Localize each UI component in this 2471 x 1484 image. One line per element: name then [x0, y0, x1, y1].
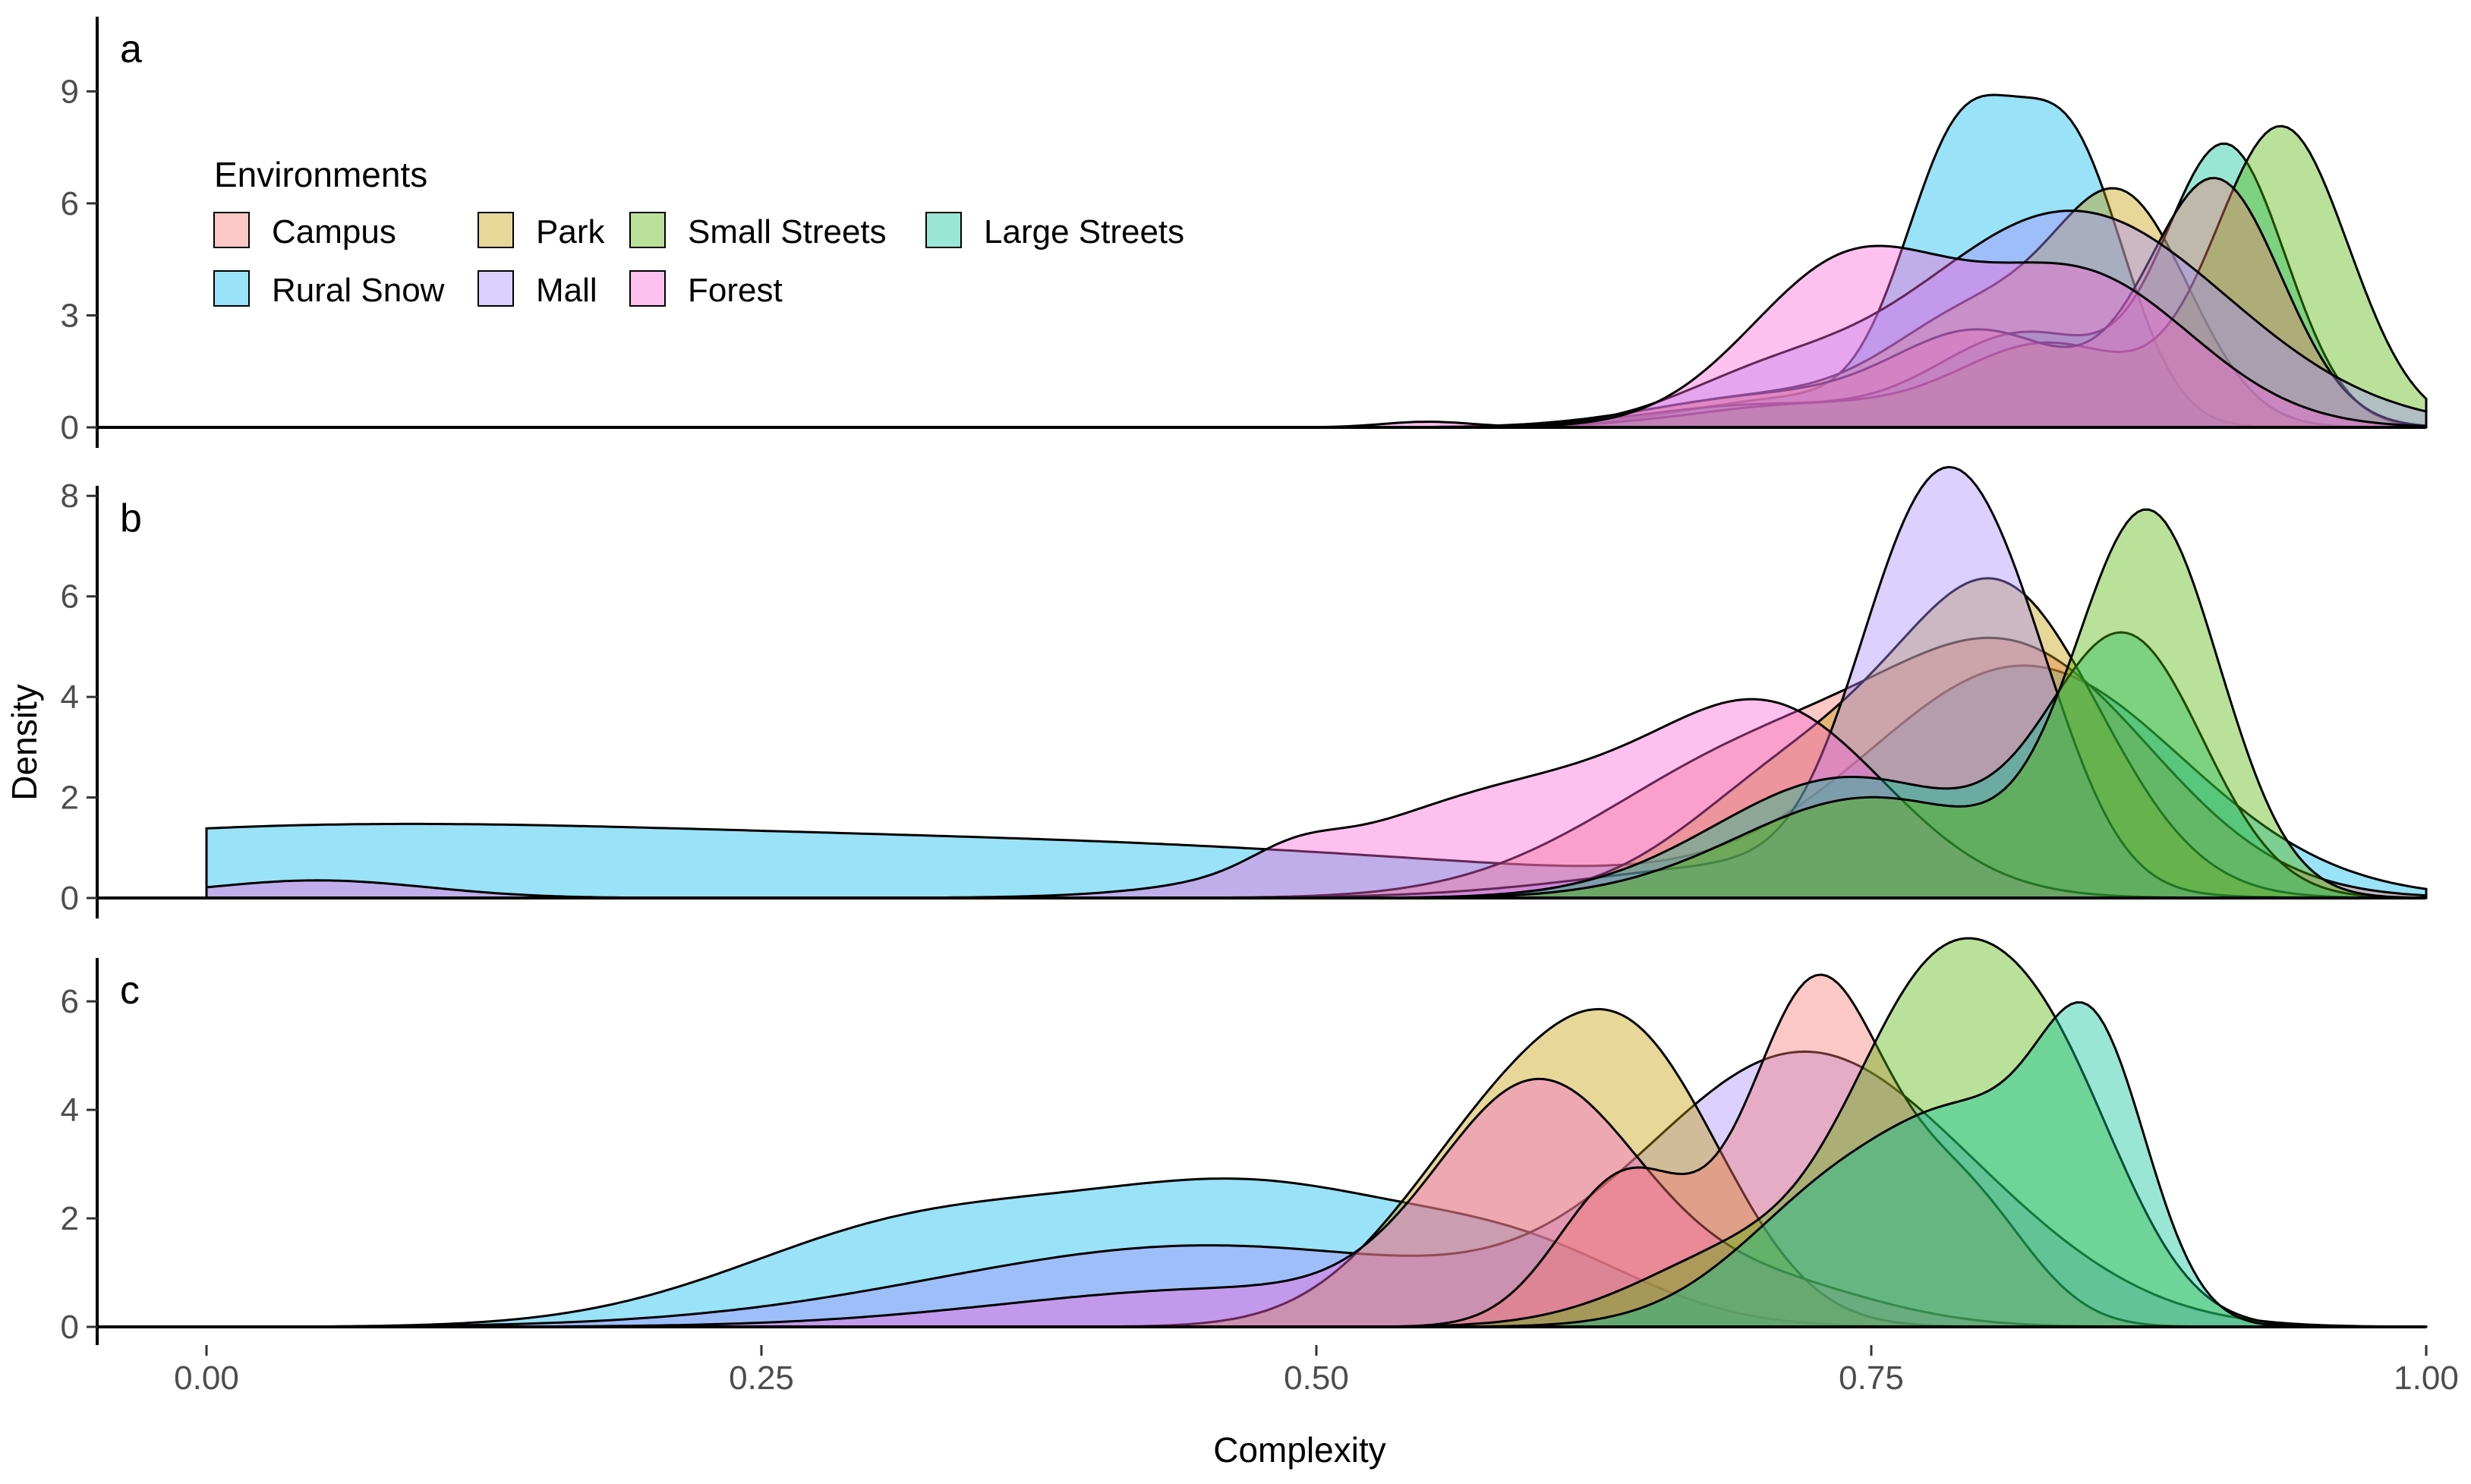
- panel-c-density-areas: [205, 937, 2428, 1328]
- legend-item-rural-snow: Rural Snow: [213, 270, 445, 309]
- legend-title: Environments: [214, 155, 427, 194]
- legend-swatch-rural-snow: [213, 270, 250, 307]
- y-tick-label-b-0: 0: [61, 880, 79, 917]
- y-axis-title: Density: [5, 684, 44, 800]
- legend-swatch-small-streets: [629, 212, 666, 248]
- x-tick-label-4: 1.00: [2394, 1360, 2459, 1397]
- y-tick-label-b-6: 6: [61, 578, 79, 616]
- legend-label-forest: Forest: [688, 272, 783, 309]
- y-tick-label-a-9: 9: [61, 73, 79, 110]
- legend-label-campus: Campus: [272, 213, 396, 250]
- y-tick-label-c-4: 4: [61, 1092, 79, 1129]
- panel-b: 0 2 4 6 8 b: [61, 465, 2428, 918]
- y-tick-label-a-0: 0: [61, 409, 79, 446]
- y-tick-label-b-4: 4: [61, 679, 79, 716]
- legend-swatch-campus: [213, 212, 250, 248]
- y-tick-label-a-3: 3: [61, 297, 79, 334]
- x-tick-3: 0.75: [1839, 1345, 1904, 1397]
- legend-item-park: Park: [477, 212, 605, 250]
- x-tick-1: 0.25: [729, 1345, 794, 1397]
- legend-label-park: Park: [536, 213, 605, 250]
- panel-c-label: c: [120, 969, 140, 1013]
- x-axis-ticks: 0.00 0.25 0.50 0.75 1.00: [174, 1345, 2459, 1397]
- legend-item-campus: Campus: [213, 212, 396, 250]
- x-tick-label-1: 0.25: [729, 1360, 794, 1397]
- x-tick-2: 0.50: [1284, 1345, 1349, 1397]
- y-tick-label-a-6: 6: [61, 185, 79, 222]
- y-tick-label-b-8: 8: [61, 477, 79, 515]
- panel-a: 0 3 6 9 a: [61, 17, 2428, 448]
- y-tick-label-c-2: 2: [61, 1200, 79, 1237]
- y-tick-label-c-0: 0: [61, 1309, 79, 1346]
- legend-item-large-streets: Large Streets: [925, 212, 1184, 250]
- legend-item-forest: Forest: [629, 270, 783, 309]
- legend-swatch-forest: [629, 270, 666, 307]
- legend: Environments Campus Park Small Streets L…: [213, 155, 1184, 309]
- density-area-c-mall: [205, 1050, 2428, 1328]
- x-tick-label-0: 0.00: [174, 1360, 239, 1397]
- legend-swatch-park: [477, 212, 514, 248]
- panel-c: 0 2 4 6 c: [61, 937, 2428, 1346]
- x-tick-4: 1.00: [2394, 1345, 2459, 1397]
- panel-a-y-ticks: 0 3 6 9: [61, 73, 97, 446]
- panel-b-density-areas: [205, 465, 2428, 900]
- x-tick-0: 0.00: [174, 1345, 239, 1397]
- legend-swatch-large-streets: [925, 212, 962, 248]
- legend-label-large-streets: Large Streets: [984, 213, 1184, 250]
- panel-b-y-ticks: 0 2 4 6 8: [61, 477, 97, 917]
- y-tick-label-b-2: 2: [61, 780, 79, 817]
- panel-a-label: a: [120, 27, 142, 71]
- x-tick-label-2: 0.50: [1284, 1360, 1349, 1397]
- legend-swatch-mall: [477, 270, 514, 307]
- legend-item-small-streets: Small Streets: [629, 212, 887, 250]
- panel-b-label: b: [120, 496, 142, 540]
- y-tick-label-c-6: 6: [61, 983, 79, 1020]
- panel-c-y-ticks: 0 2 4 6: [61, 983, 97, 1346]
- legend-item-mall: Mall: [477, 270, 597, 309]
- x-tick-label-3: 0.75: [1839, 1360, 1904, 1397]
- legend-label-rural-snow: Rural Snow: [272, 272, 445, 309]
- legend-label-small-streets: Small Streets: [688, 213, 887, 250]
- legend-label-mall: Mall: [536, 272, 597, 309]
- x-axis-title: Complexity: [1213, 1430, 1386, 1470]
- panel-a-density-areas: [206, 93, 2428, 429]
